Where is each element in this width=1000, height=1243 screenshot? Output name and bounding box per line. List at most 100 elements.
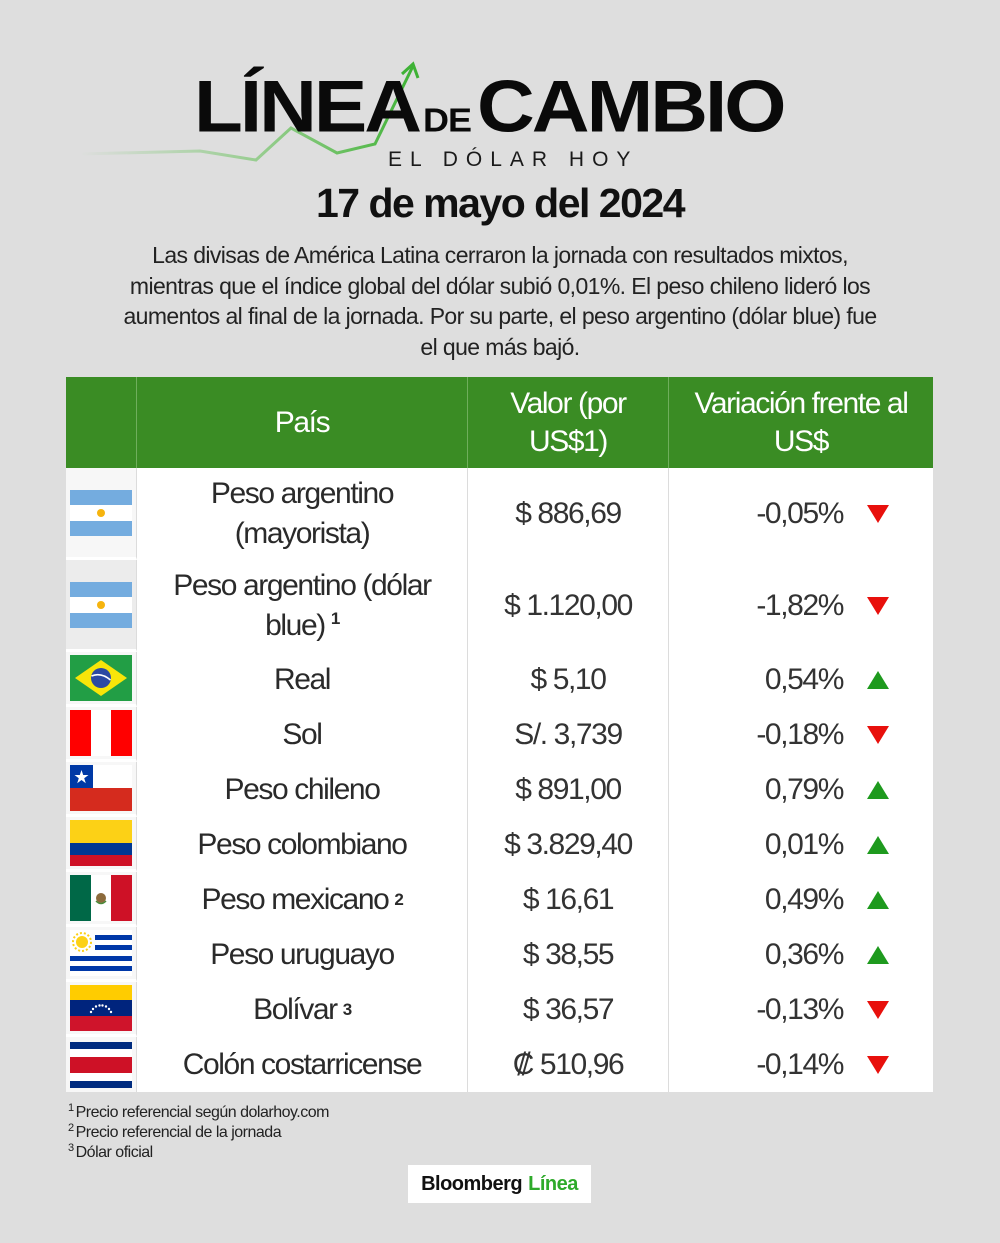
variation-value: -0,13% (756, 992, 844, 1026)
brand-bloomberg: Bloomberg (421, 1172, 523, 1195)
rate-value: $ 16,61 (468, 872, 669, 927)
country-label-wrap: Peso argentino (dólar blue) 1 (152, 566, 452, 646)
footnote-text: Precio referencial de la jornada (75, 1124, 282, 1141)
column-header-value: Valor (por US$1) (468, 377, 669, 468)
trend-line-icon (79, 61, 420, 162)
rate-value: $ 1.120,00 (468, 560, 669, 652)
brazil-flag-icon (70, 655, 132, 701)
logo-title: LÍNEA DECAMBIO (194, 70, 786, 157)
footnote-mark: 3 (68, 1141, 74, 1154)
report-date: 17 de mayo del 2024 (315, 180, 686, 226)
rate-value: ₡ 510,96 (468, 1037, 669, 1092)
footnote-mark: 1 (330, 609, 340, 628)
variation-cell: -1,82% (669, 560, 933, 652)
variation-value: -0,14% (756, 1047, 844, 1081)
footnote-mark: 1 (68, 1101, 74, 1114)
footnote-text: Precio referencial según dolarhoy.com (75, 1104, 330, 1121)
rate-value: $ 5,10 (468, 652, 669, 707)
argentina-flag-icon (70, 489, 132, 536)
country-name: Peso argentino (dólar blue) 1 (137, 560, 468, 652)
flag-cell (66, 817, 137, 872)
up-arrow-icon (867, 945, 889, 964)
rate-value: $ 3.829,40 (468, 817, 669, 872)
country-name: Peso argentino (mayorista) (137, 468, 468, 560)
venezuela-flag-icon (70, 985, 132, 1031)
variation-value: 0,01% (764, 827, 844, 861)
table-header: País Valor (por US$1) Variación frente a… (66, 377, 933, 468)
variation-value: 0,54% (764, 662, 844, 696)
flag-cell (66, 707, 137, 762)
column-header-value-label: Valor (por US$1) (510, 386, 627, 458)
table-row: Bolívar 3 $ 36,57 -0,13% (66, 982, 933, 1037)
up-arrow-icon (867, 890, 889, 909)
exchange-rate-table: País Valor (por US$1) Variación frente a… (66, 377, 933, 1092)
country-name: Bolívar 3 (137, 982, 468, 1037)
rate-value: $ 38,55 (468, 927, 669, 982)
table-row: Sol S/. 3,739 -0,18% (66, 707, 933, 762)
flag-cell (66, 1037, 137, 1092)
colombia-flag-icon (70, 820, 132, 866)
rate-value: $ 886,69 (468, 468, 669, 560)
footnote-text: Dólar oficial (75, 1144, 154, 1161)
country-name: Real (137, 652, 468, 707)
down-arrow-icon (867, 597, 889, 615)
flag-cell (66, 468, 137, 560)
variation-cell: 0,54% (669, 652, 933, 707)
column-header-country: País (137, 377, 468, 468)
down-arrow-icon (867, 1000, 889, 1019)
down-arrow-icon (867, 505, 889, 523)
bloomberg-linea-logo: Bloomberg Línea (408, 1165, 591, 1203)
country-name: Peso mexicano 2 (137, 872, 468, 927)
intro-paragraph: Las divisas de América Latina cerraron l… (123, 242, 877, 360)
brand-linea: Línea (528, 1172, 578, 1195)
logo-subtitle: EL DÓLAR HOY (388, 148, 639, 171)
variation-cell: 0,79% (669, 762, 933, 817)
up-arrow-icon (867, 780, 889, 799)
column-header-flag (66, 377, 137, 468)
up-arrow-icon (867, 835, 889, 854)
variation-cell: 0,01% (669, 817, 933, 872)
variation-value: -1,82% (756, 589, 844, 622)
footnote-mark: 2 (68, 1121, 74, 1134)
mexico-flag-icon (70, 875, 132, 921)
costa-rica-flag-icon (70, 1041, 132, 1088)
table-row: Peso chileno $ 891,00 0,79% (66, 762, 933, 817)
variation-cell: 0,49% (669, 872, 933, 927)
country-name: Peso chileno (137, 762, 468, 817)
variation-value: 0,36% (764, 937, 844, 971)
table-row: Peso argentino (dólar blue) 1 $ 1.120,00 … (66, 560, 933, 652)
rate-value: $ 891,00 (468, 762, 669, 817)
down-arrow-icon (867, 725, 889, 744)
variation-cell: -0,05% (669, 468, 933, 560)
country-name: Peso uruguayo (137, 927, 468, 982)
argentina-flag-icon (70, 581, 132, 628)
flag-cell (66, 982, 137, 1037)
logo-word-cambio: CAMBIO (477, 65, 786, 148)
flag-cell (66, 560, 137, 652)
country-label: Peso mexicano (201, 882, 390, 916)
peru-flag-icon (70, 710, 132, 756)
logo-word-linea: LÍNEA (194, 65, 422, 148)
table-row: Peso argentino (mayorista) $ 886,69 -0,0… (66, 468, 933, 560)
flag-cell (66, 927, 137, 982)
table-row: Peso uruguayo $ 38,55 0,36% (66, 927, 933, 982)
column-header-variation-label: Variación frente al US$ (694, 386, 909, 458)
country-label: Peso argentino (mayorista) (210, 477, 395, 550)
variation-cell: -0,13% (669, 982, 933, 1037)
variation-cell: 0,36% (669, 927, 933, 982)
country-name: Colón costarricense (137, 1037, 468, 1092)
up-arrow-icon (867, 670, 889, 689)
rate-value: $ 36,57 (468, 982, 669, 1037)
rate-value: S/. 3,739 (468, 707, 669, 762)
footnotes: 1 Precio referencial según dolarhoy.com 2… (68, 1101, 330, 1163)
table-row: Real $ 5,10 0,54% (66, 652, 933, 707)
country-label: Peso argentino (dólar blue) (173, 569, 432, 642)
footnote: 1 Precio referencial según dolarhoy.com (68, 1101, 330, 1123)
country-name: Sol (137, 707, 468, 762)
footnote: 2 Precio referencial de la jornada (68, 1121, 329, 1143)
flag-cell (66, 762, 137, 817)
flag-cell (66, 652, 137, 707)
footnote: 3 Dólar oficial (68, 1141, 329, 1163)
country-label: Bolívar (253, 992, 338, 1026)
table-row: Colón costarricense ₡ 510,96 -0,14% (66, 1037, 933, 1092)
